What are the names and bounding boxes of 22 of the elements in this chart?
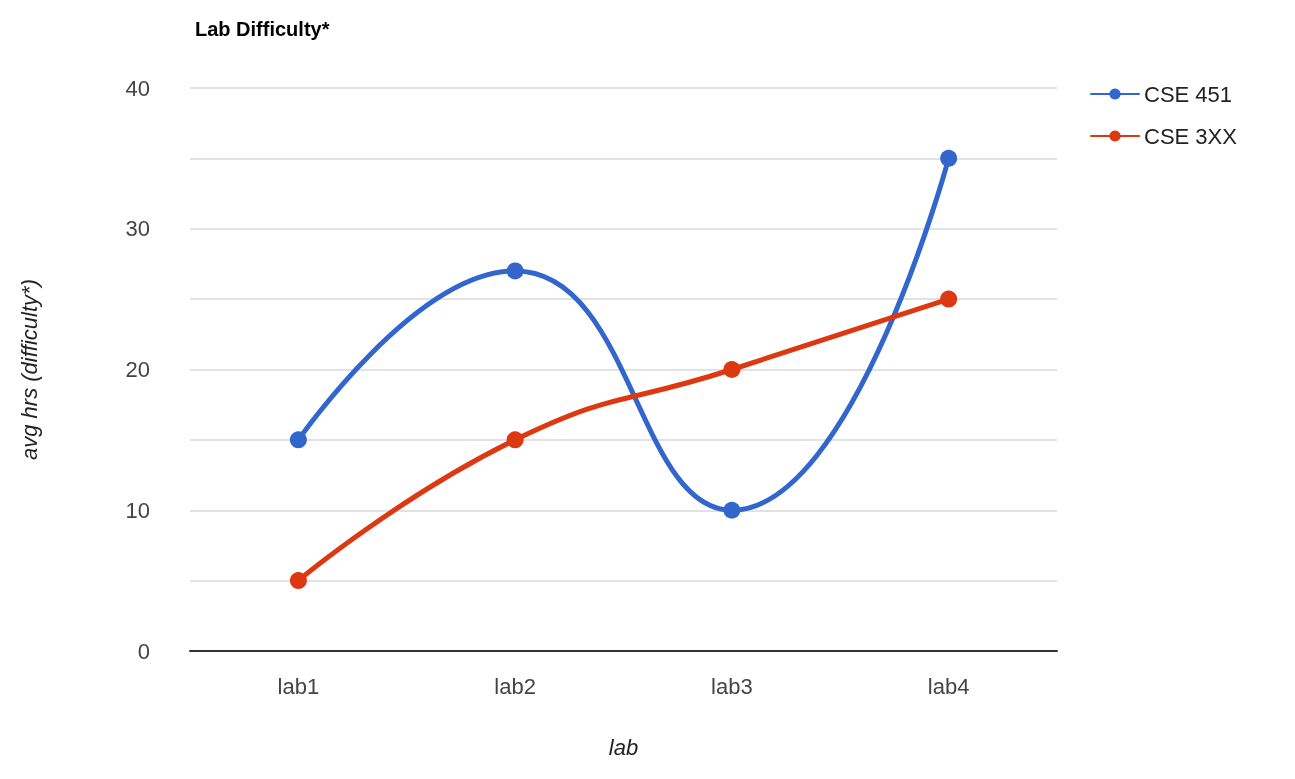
point (723, 501, 741, 519)
x-tick-label: lab2 (494, 673, 536, 699)
chart-title: Lab Difficulty* (195, 18, 330, 40)
point (289, 572, 307, 590)
x-axis-title: lab (608, 734, 639, 760)
legend-label: CSE 3XX (1144, 123, 1238, 149)
point (506, 262, 524, 280)
point (940, 149, 958, 167)
point (940, 290, 958, 308)
y-tick-label: 30 (125, 216, 150, 242)
x-tick-label: lab1 (277, 673, 320, 699)
x-tick-label: lab3 (711, 673, 753, 699)
legend-label: CSE 451 (1144, 81, 1233, 107)
y-tick-label: 20 (125, 357, 150, 382)
point (723, 361, 741, 378)
y-axis-title: avg hrs (difficulty*) (16, 279, 42, 460)
y-tick-label: 0 (137, 638, 150, 664)
y-tick-label: 40 (125, 75, 150, 101)
y-tick-label: 10 (125, 497, 150, 523)
x-tick-label: lab4 (927, 673, 970, 699)
point (506, 431, 524, 449)
point (289, 431, 307, 449)
